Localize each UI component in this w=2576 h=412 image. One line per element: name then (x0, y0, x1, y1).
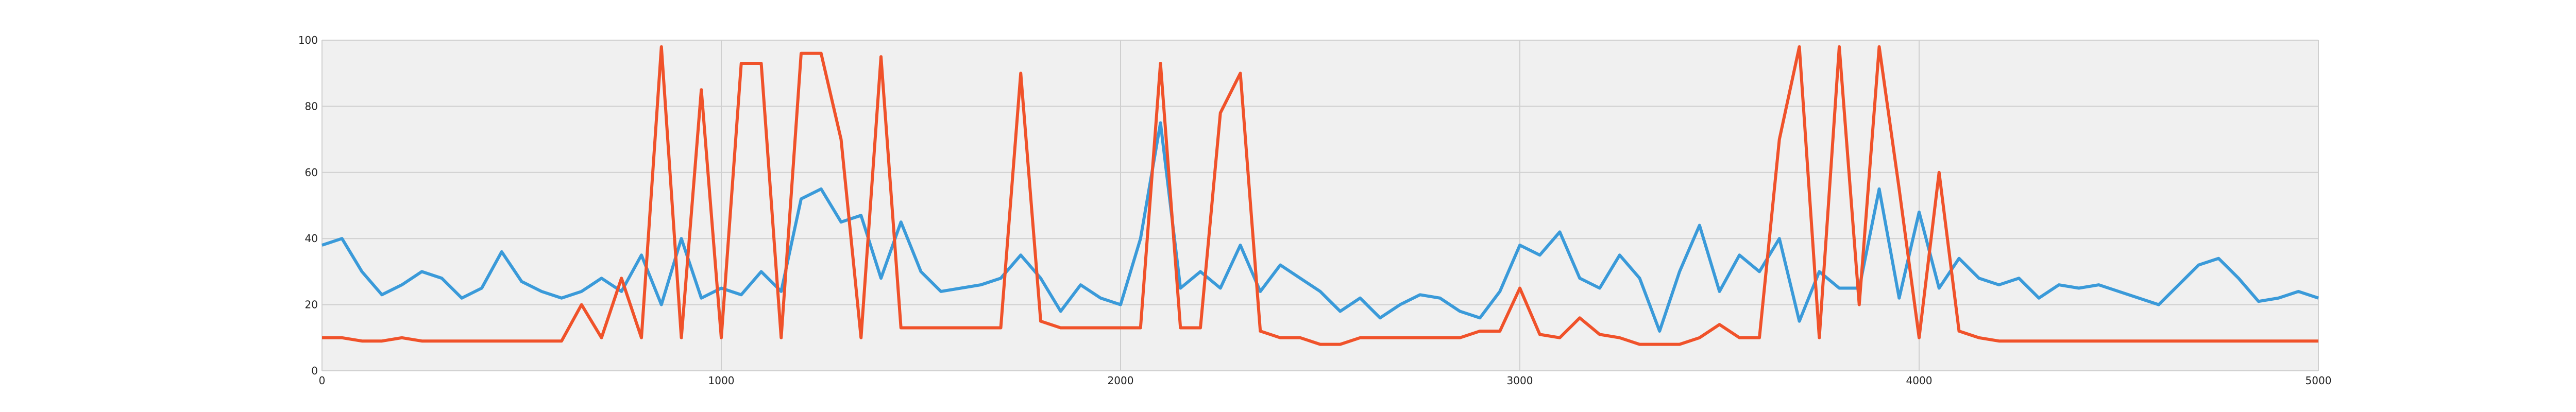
x-tick-label: 0 (319, 374, 326, 387)
y-tick-label: 80 (305, 100, 318, 112)
y-tick-label: 40 (305, 232, 318, 245)
x-tick-label: 3000 (1507, 374, 1533, 387)
series-line (322, 45, 2318, 346)
y-tick-label: 20 (305, 299, 318, 311)
series-line (321, 121, 2319, 333)
y-tick-label: 100 (298, 34, 318, 46)
y-tick-label: 0 (311, 365, 318, 377)
x-tick-label: 1000 (708, 374, 735, 387)
plot-area (322, 40, 2318, 371)
x-tick-label: 5000 (2306, 374, 2332, 387)
y-tick-label: 60 (305, 166, 318, 179)
x-tick-label: 4000 (1906, 374, 1933, 387)
x-tick-label: 2000 (1108, 374, 1134, 387)
